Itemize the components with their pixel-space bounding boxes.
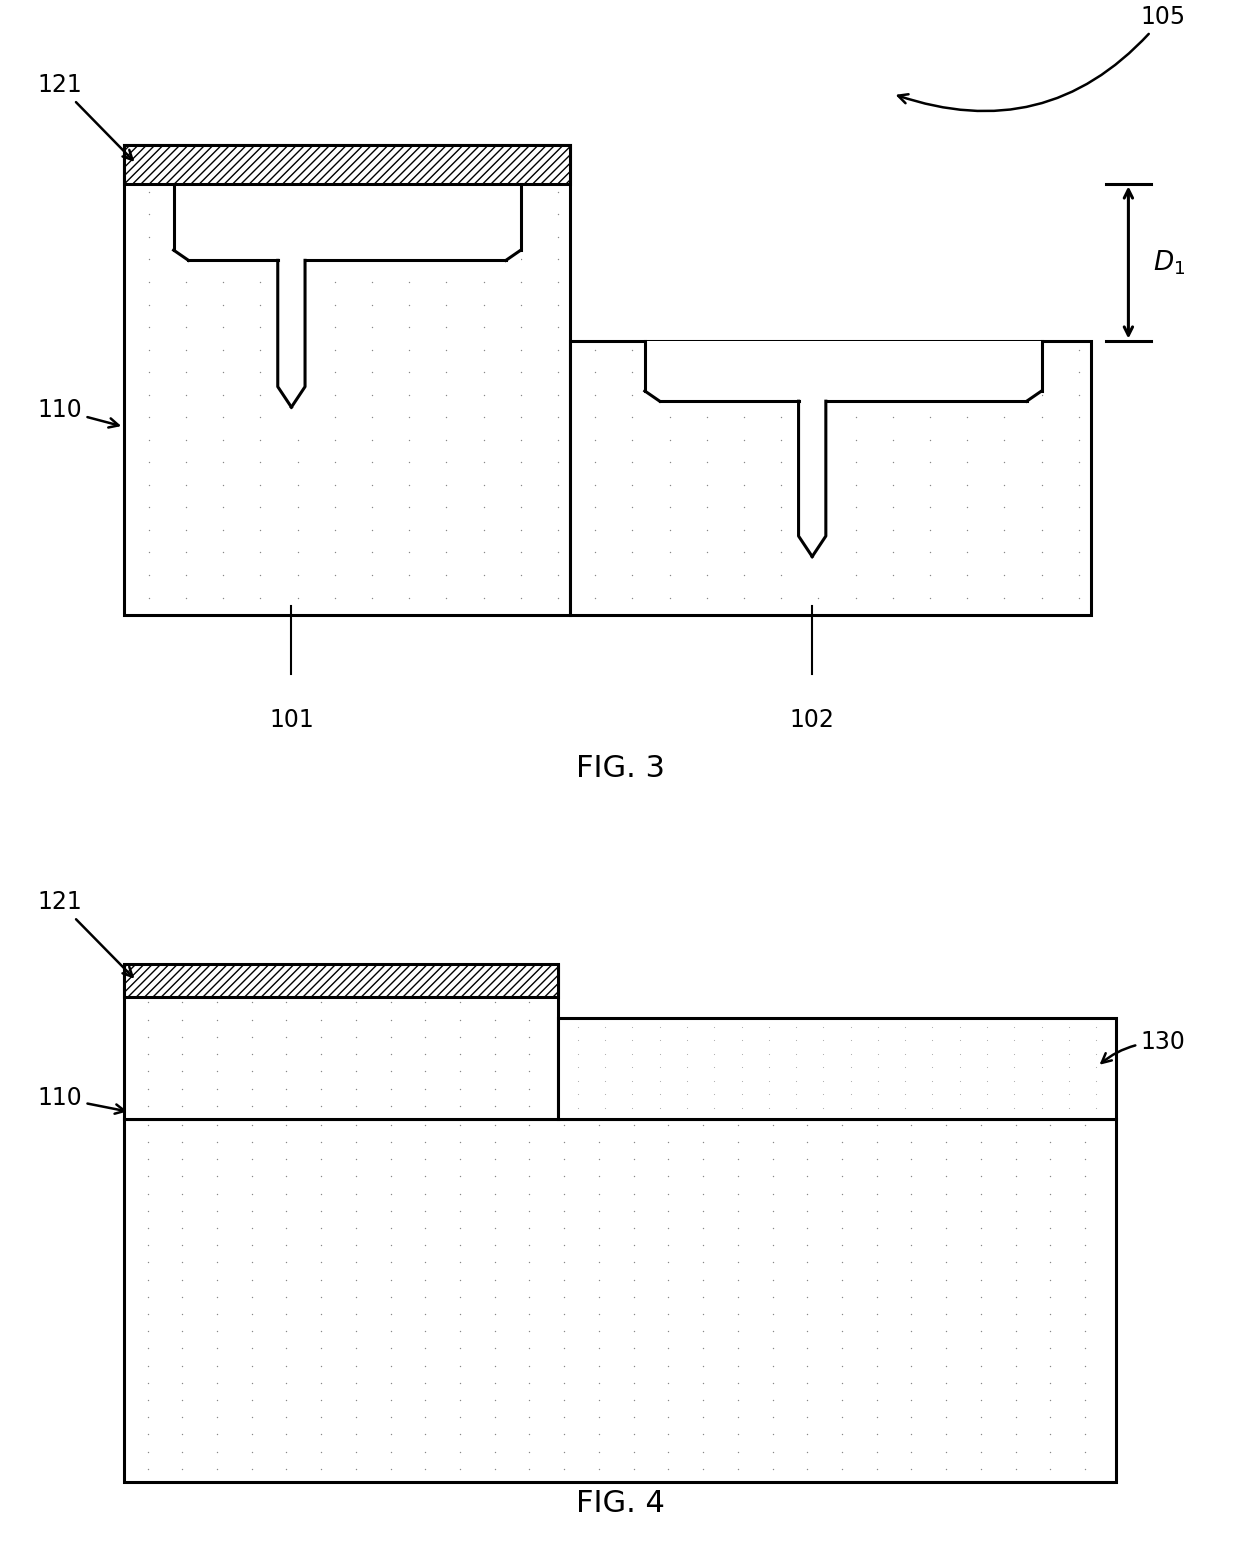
Bar xyxy=(124,964,558,996)
Bar xyxy=(124,144,570,615)
Text: 102: 102 xyxy=(790,708,835,733)
Text: 110: 110 xyxy=(37,397,119,427)
Text: 110: 110 xyxy=(37,1086,125,1114)
Text: $D_1$: $D_1$ xyxy=(1153,248,1185,278)
Text: 101: 101 xyxy=(269,708,314,733)
Bar xyxy=(124,965,558,1119)
Text: 130: 130 xyxy=(1101,1031,1185,1063)
Text: 105: 105 xyxy=(898,5,1185,112)
Text: FIG. 4: FIG. 4 xyxy=(575,1488,665,1518)
Bar xyxy=(799,402,826,580)
Bar xyxy=(124,1119,1116,1482)
Bar xyxy=(645,341,1042,402)
Text: FIG. 3: FIG. 3 xyxy=(575,754,665,782)
Text: 121: 121 xyxy=(37,891,133,976)
Bar xyxy=(124,144,570,183)
Bar xyxy=(570,341,1091,615)
Bar xyxy=(558,1018,1116,1119)
Bar xyxy=(278,261,305,431)
Text: 121: 121 xyxy=(37,73,133,160)
Bar xyxy=(174,183,521,261)
